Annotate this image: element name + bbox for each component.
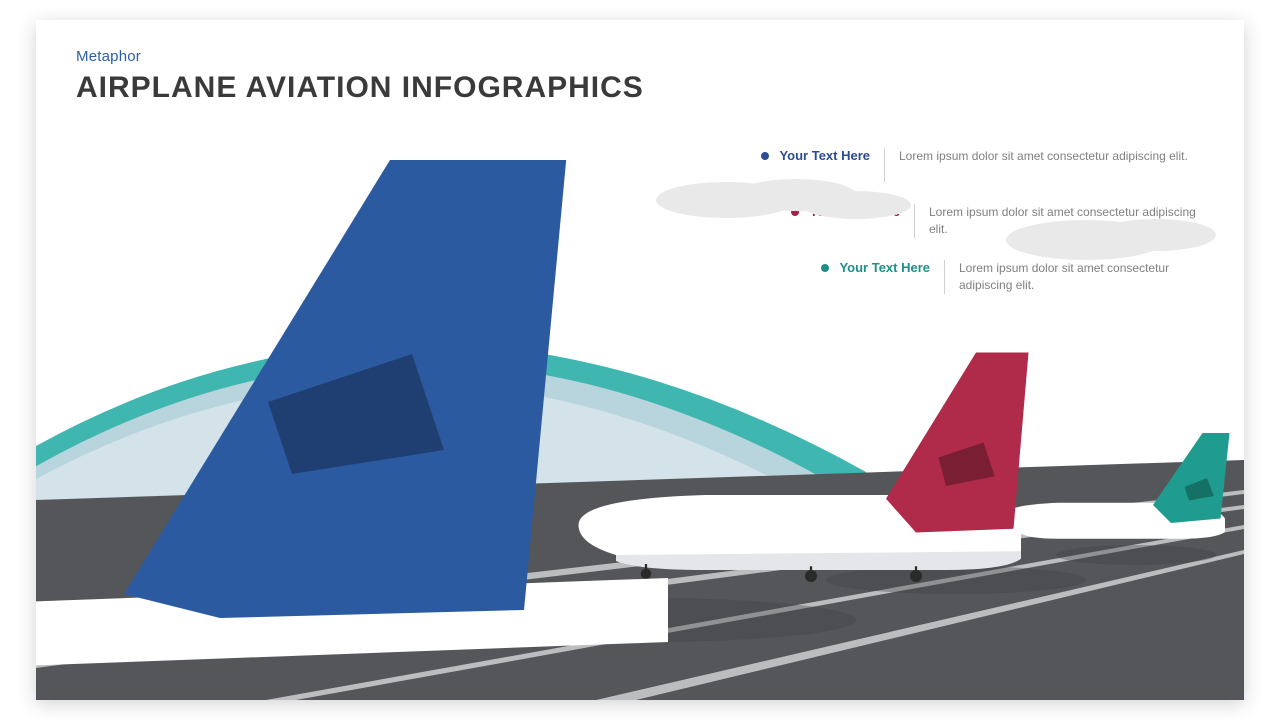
header: Metaphor AIRPLANE AVIATION INFOGRAPHICS — [76, 48, 644, 105]
slide-canvas: Metaphor AIRPLANE AVIATION INFOGRAPHICS … — [36, 20, 1244, 700]
category-label: Metaphor — [76, 48, 644, 65]
scene-illustration — [36, 160, 1244, 700]
bullet-icon — [761, 152, 769, 160]
page-title: AIRPLANE AVIATION INFOGRAPHICS — [76, 71, 644, 105]
scene-svg — [36, 160, 1244, 700]
clouds-icon — [656, 179, 1216, 260]
